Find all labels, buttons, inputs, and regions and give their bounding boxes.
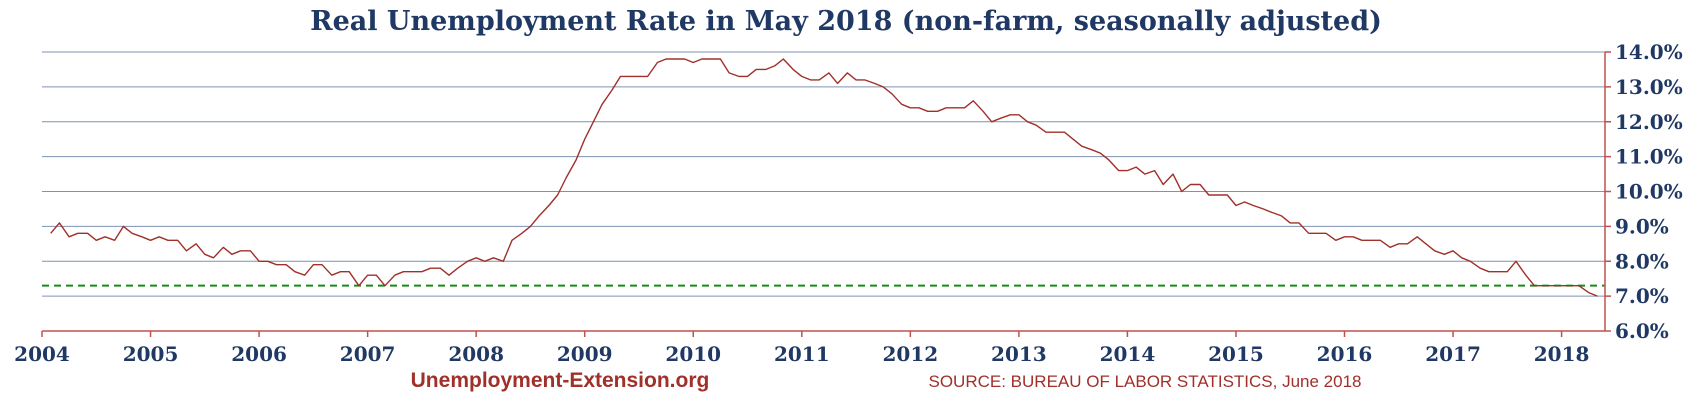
x-tick-label: 2013: [991, 342, 1047, 366]
x-tick-label: 2016: [1317, 342, 1373, 366]
y-axis-ticks: 6.0% 7.0% 8.0% 9.0% 10.0% 11.0% 12.0% 13.0% 14.0…: [1605, 40, 1683, 343]
x-tick-label: 2010: [665, 342, 721, 366]
x-tick-label: 2007: [340, 342, 396, 366]
x-tick-label: 2015: [1208, 342, 1264, 366]
y-tick-label: 8.0%: [1615, 249, 1669, 273]
x-tick-label: 2014: [1100, 342, 1156, 366]
x-tick-label: 2008: [448, 342, 504, 366]
x-tick-label: 2017: [1425, 342, 1481, 366]
gridlines: [42, 51, 1605, 297]
x-axis-ticks: 2004 2005 2006 2007 2008 2009 2010 2011 2012 2013…: [14, 331, 1589, 366]
y-tick-label: 13.0%: [1615, 75, 1683, 99]
y-tick-label: 7.0%: [1615, 284, 1669, 308]
y-tick-label: 10.0%: [1615, 180, 1683, 204]
y-tick-label: 11.0%: [1615, 145, 1683, 169]
y-tick-label: 6.0%: [1615, 319, 1669, 343]
series-line: [50, 58, 1598, 297]
source-label: SOURCE: BUREAU OF LABOR STATISTICS, June…: [929, 372, 1362, 391]
x-tick-label: 2005: [123, 342, 179, 366]
y-tick-label: 12.0%: [1615, 110, 1683, 134]
brand-label: Unemployment-Extension.org: [411, 369, 710, 392]
x-tick-label: 2018: [1534, 342, 1590, 366]
y-tick-label: 9.0%: [1615, 214, 1669, 238]
y-tick-label: 14.0%: [1615, 40, 1683, 64]
chart-title: Real Unemployment Rate in May 2018 (non-…: [310, 6, 1382, 37]
x-tick-label: 2012: [882, 342, 938, 366]
x-tick-label: 2009: [557, 342, 613, 366]
x-tick-label: 2011: [774, 342, 830, 366]
x-tick-label: 2004: [14, 342, 70, 366]
series-group: [50, 58, 1598, 297]
x-tick-label: 2006: [231, 342, 287, 366]
